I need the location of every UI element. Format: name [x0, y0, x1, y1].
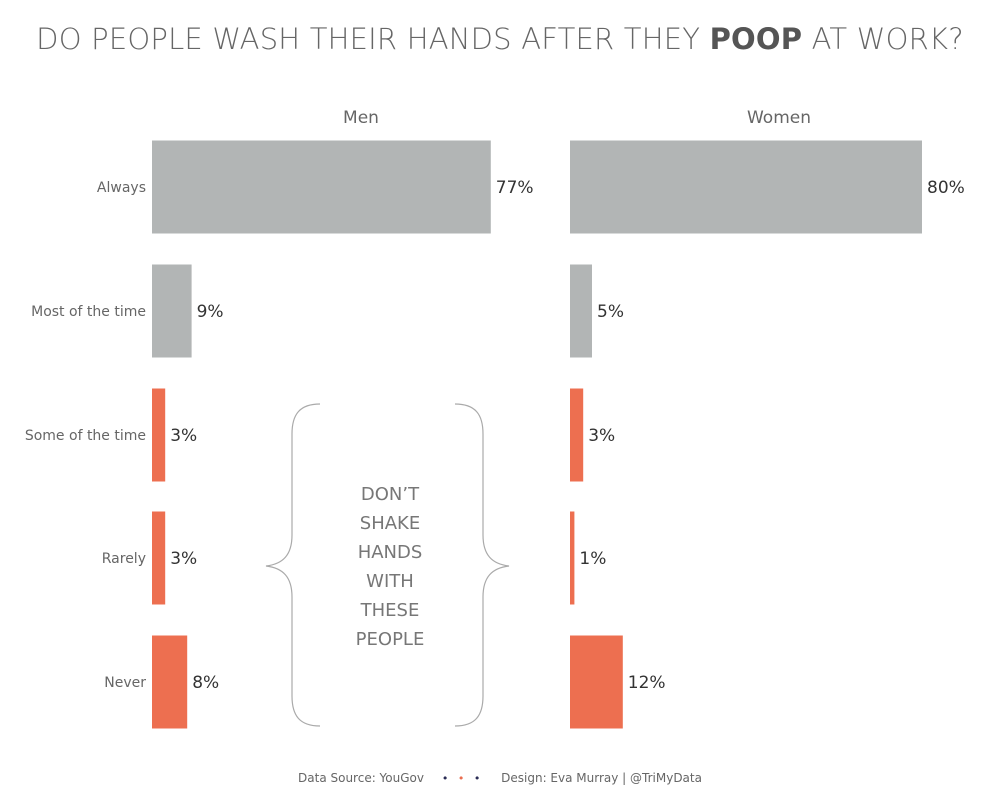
footer-dot-2: •: [457, 772, 468, 785]
value-label-men-4: 8%: [192, 673, 219, 693]
bar-women-3: [570, 511, 575, 605]
category-label-3: Rarely: [102, 551, 146, 567]
value-label-women-4: 12%: [628, 673, 666, 693]
annotation-line-3: WITH: [366, 571, 414, 592]
title-text-before: DO PEOPLE WASH THEIR HANDS AFTER THEY: [36, 22, 710, 56]
bar-men-4: [152, 635, 188, 729]
annotation-line-5: PEOPLE: [356, 629, 425, 650]
bar-women-1: [570, 264, 592, 358]
annotation-line-0: DON’T: [361, 484, 420, 505]
left-brace: [265, 403, 321, 727]
footer-dot-1: •: [441, 772, 452, 785]
title-emphasis: POOP: [709, 22, 803, 56]
bar-women-4: [570, 635, 623, 729]
value-label-men-0: 77%: [496, 178, 534, 198]
right-brace: [454, 403, 510, 727]
bar-women-2: [570, 388, 584, 482]
bar-men-1: [152, 264, 192, 358]
value-label-women-1: 5%: [597, 302, 624, 322]
panel-header-women: Women: [747, 108, 811, 128]
annotation-line-2: HANDS: [358, 542, 423, 563]
category-label-1: Most of the time: [31, 304, 146, 320]
data-source-label: Data Source: YouGov: [298, 771, 424, 785]
value-label-men-1: 9%: [197, 302, 224, 322]
footer: Data Source: YouGov • • • Design: Eva Mu…: [0, 771, 1000, 785]
annotation-line-1: SHAKE: [360, 513, 420, 534]
annotation-line-4: THESE: [360, 600, 420, 621]
title-text-after: AT WORK?: [802, 22, 964, 56]
bar-men-2: [152, 388, 166, 482]
value-label-men-3: 3%: [170, 549, 197, 569]
bar-men-3: [152, 511, 166, 605]
bar-women-0: [570, 140, 922, 234]
chart-title: DO PEOPLE WASH THEIR HANDS AFTER THEY PO…: [0, 22, 1000, 56]
value-label-men-2: 3%: [170, 426, 197, 446]
value-label-women-2: 3%: [588, 426, 615, 446]
design-credit-label: Design: Eva Murray | @TriMyData: [501, 771, 702, 785]
value-label-women-3: 1%: [579, 549, 606, 569]
category-label-4: Never: [104, 675, 146, 691]
category-label-2: Some of the time: [25, 428, 146, 444]
footer-dot-3: •: [473, 772, 484, 785]
value-label-women-0: 80%: [927, 178, 965, 198]
panel-header-men: Men: [343, 108, 379, 128]
bar-men-0: [152, 140, 491, 234]
category-label-0: Always: [97, 180, 146, 196]
footer-dots: • • •: [442, 772, 484, 785]
